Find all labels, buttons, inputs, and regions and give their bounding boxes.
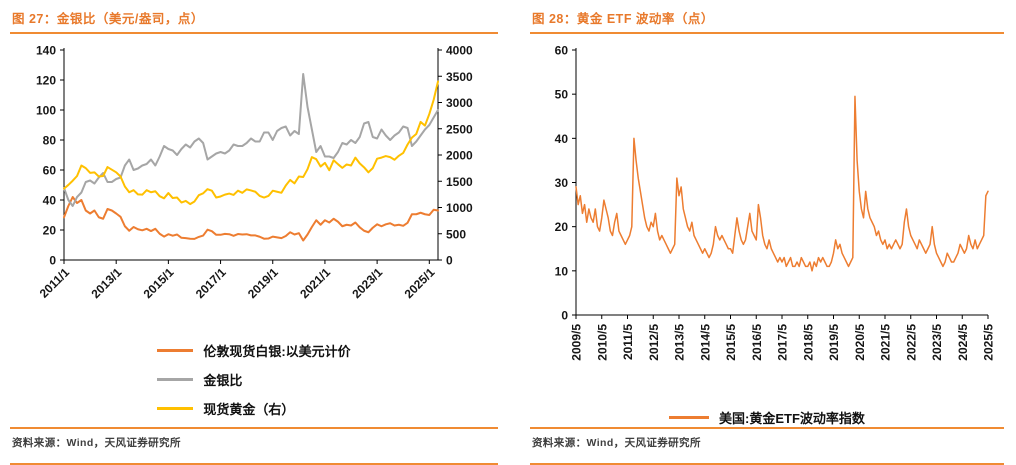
svg-text:2000: 2000 bbox=[446, 149, 473, 163]
panel-gold-etf-volatility: 图 28：黄金 ETF 波动率（点） 0 10 20 30 40 50 60 2009/5 20… bbox=[508, 0, 1016, 465]
svg-text:1500: 1500 bbox=[446, 175, 473, 189]
svg-text:3000: 3000 bbox=[446, 96, 473, 110]
legend-item-gvz: 美国:黄金ETF波动率指数 bbox=[669, 408, 865, 427]
svg-text:0: 0 bbox=[49, 254, 56, 268]
svg-text:2022/5: 2022/5 bbox=[904, 324, 918, 361]
svg-text:2019/5: 2019/5 bbox=[827, 324, 841, 361]
legend-label-silver: 伦敦现货白银:以美元计价 bbox=[203, 344, 351, 359]
gold-silver-ratio-chart: 0 20 40 60 80 100 120 140 0 500 1000 1500 2000 2500 30… bbox=[10, 34, 498, 329]
panel-gold-silver-ratio: 图 27：金银比（美元/盎司，点） 0 20 40 60 80 100 120 140 0 500… bbox=[10, 0, 498, 465]
right-source-text: 资料来源：Wind，天风证券研究所 bbox=[532, 437, 701, 449]
svg-text:2021/5: 2021/5 bbox=[879, 324, 893, 361]
svg-text:2017/1: 2017/1 bbox=[193, 265, 229, 301]
legend-item-gold: 现货黄金（右） bbox=[157, 399, 294, 418]
ratio-line-marker bbox=[157, 378, 194, 381]
svg-text:2010/5: 2010/5 bbox=[595, 324, 609, 361]
svg-text:10: 10 bbox=[555, 264, 569, 278]
legend-label-gvz: 美国:黄金ETF波动率指数 bbox=[719, 411, 865, 426]
svg-text:2009/5: 2009/5 bbox=[570, 324, 584, 361]
svg-text:2017/5: 2017/5 bbox=[776, 324, 790, 361]
svg-text:0: 0 bbox=[446, 254, 453, 268]
svg-text:2023/5: 2023/5 bbox=[930, 324, 944, 361]
left-chart-legend: 伦敦现货白银:以美元计价 金银比 现货黄金（右） bbox=[157, 341, 351, 418]
svg-text:60: 60 bbox=[43, 164, 57, 178]
svg-text:2013/1: 2013/1 bbox=[88, 265, 124, 301]
svg-text:2019/1: 2019/1 bbox=[245, 265, 281, 301]
legend-item-silver: 伦敦现货白银:以美元计价 bbox=[157, 341, 351, 360]
svg-text:4000: 4000 bbox=[446, 44, 473, 58]
right-footer: 资料来源：Wind，天风证券研究所 bbox=[530, 427, 1004, 465]
svg-text:2020/5: 2020/5 bbox=[853, 324, 867, 361]
gold-line-marker bbox=[157, 407, 194, 410]
svg-text:2014/5: 2014/5 bbox=[698, 324, 712, 361]
svg-text:120: 120 bbox=[36, 74, 56, 88]
svg-text:30: 30 bbox=[555, 176, 569, 190]
svg-text:20: 20 bbox=[43, 224, 57, 238]
svg-text:2021/1: 2021/1 bbox=[297, 265, 333, 301]
svg-text:2018/5: 2018/5 bbox=[801, 324, 815, 361]
svg-text:100: 100 bbox=[36, 104, 56, 118]
svg-text:20: 20 bbox=[555, 220, 569, 234]
svg-text:2016/5: 2016/5 bbox=[750, 324, 764, 361]
right-chart-title: 图 28：黄金 ETF 波动率（点） bbox=[530, 0, 1004, 34]
svg-text:40: 40 bbox=[43, 194, 57, 208]
svg-text:50: 50 bbox=[555, 88, 569, 102]
legend-item-ratio: 金银比 bbox=[157, 370, 242, 389]
svg-text:2015/1: 2015/1 bbox=[141, 265, 177, 301]
left-footer: 资料来源：Wind，天风证券研究所 bbox=[10, 427, 498, 465]
gold-etf-volatility-chart: 0 10 20 30 40 50 60 2009/5 2010/5 2011/5 2012/5 201… bbox=[530, 34, 1004, 404]
legend-label-gold: 现货黄金（右） bbox=[203, 402, 295, 417]
left-chart-svg: 0 20 40 60 80 100 120 140 0 500 1000 1500 2000 2500 30… bbox=[36, 44, 473, 302]
right-chart-legend: 美国:黄金ETF波动率指数 bbox=[530, 408, 1004, 427]
svg-text:3500: 3500 bbox=[446, 70, 473, 84]
svg-text:2011/5: 2011/5 bbox=[621, 324, 635, 360]
svg-text:2025/1: 2025/1 bbox=[402, 265, 438, 301]
svg-text:140: 140 bbox=[36, 44, 56, 58]
svg-text:2023/1: 2023/1 bbox=[349, 265, 385, 301]
svg-text:1000: 1000 bbox=[446, 201, 473, 215]
svg-text:500: 500 bbox=[446, 227, 466, 241]
svg-text:2500: 2500 bbox=[446, 122, 473, 136]
svg-text:0: 0 bbox=[561, 309, 568, 323]
svg-text:2024/5: 2024/5 bbox=[956, 324, 970, 361]
legend-label-ratio: 金银比 bbox=[203, 373, 243, 388]
svg-text:80: 80 bbox=[43, 134, 57, 148]
svg-text:60: 60 bbox=[555, 44, 569, 58]
silver-line-marker bbox=[157, 349, 194, 352]
left-chart-title: 图 27：金银比（美元/盎司，点） bbox=[10, 0, 498, 34]
svg-text:2015/5: 2015/5 bbox=[724, 324, 738, 361]
svg-text:2012/5: 2012/5 bbox=[647, 324, 661, 361]
svg-text:2011/1: 2011/1 bbox=[37, 265, 73, 301]
gvz-line-marker bbox=[669, 416, 710, 419]
svg-text:40: 40 bbox=[555, 132, 569, 146]
left-source-text: 资料来源：Wind，天风证券研究所 bbox=[12, 437, 181, 449]
svg-text:2025/5: 2025/5 bbox=[982, 324, 996, 361]
svg-text:2013/5: 2013/5 bbox=[673, 324, 687, 361]
right-chart-svg: 0 10 20 30 40 50 60 2009/5 2010/5 2011/5 2012/5 201… bbox=[555, 44, 996, 361]
